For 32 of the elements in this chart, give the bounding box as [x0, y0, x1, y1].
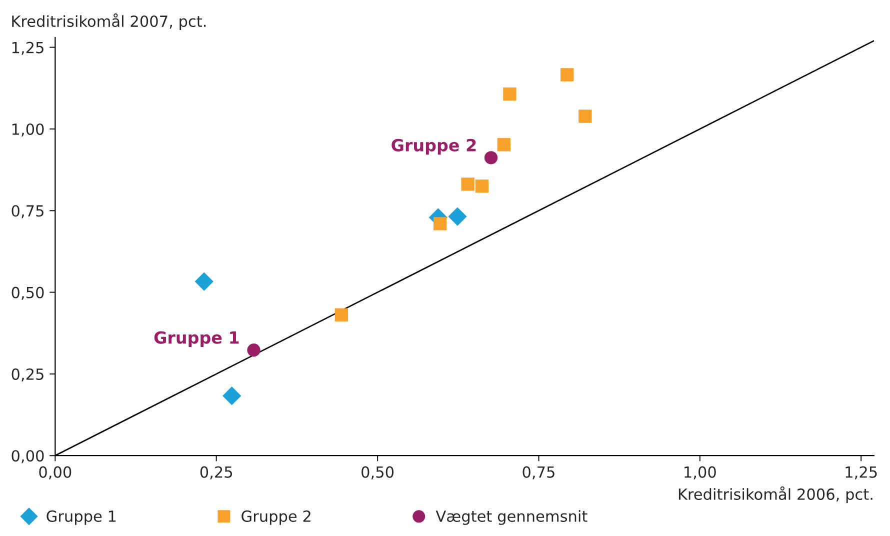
annotation: Gruppe 1: [154, 331, 239, 348]
point: [475, 180, 489, 193]
point: [247, 344, 260, 357]
point: [448, 207, 467, 226]
x-tick-label: 1,00: [684, 466, 716, 480]
y-tick-label: 0,25: [12, 368, 44, 382]
y-tick-label: 0,50: [12, 286, 44, 300]
annotation: Gruppe 2: [392, 138, 476, 155]
point: [334, 308, 348, 322]
point: [194, 272, 214, 291]
point: [578, 110, 592, 123]
y-tick-label: 0,00: [12, 450, 44, 464]
y-tick-label: 0,75: [12, 205, 44, 218]
x-tick-label: 0,75: [522, 466, 554, 480]
y-tick-label: 1,00: [12, 123, 44, 137]
y-tick-label: 1,25: [12, 42, 44, 55]
point: [503, 87, 516, 101]
x-tick-label: 1,25: [846, 466, 877, 480]
legend-label: Gruppe 2: [242, 510, 310, 525]
point: [560, 68, 574, 82]
point: [433, 217, 447, 230]
point: [497, 138, 510, 152]
x-tick-label: 0,25: [200, 466, 232, 480]
y-axis-title: Kreditrisikomål 2007, pct.: [12, 13, 206, 30]
point: [461, 178, 474, 191]
legend-label: Vægtet gennemsnit: [436, 510, 588, 525]
x-axis-title: Kreditrisikomål 2006, pct.: [678, 486, 872, 503]
x-tick-label: 0,50: [362, 466, 394, 480]
x-tick-label: 0,00: [39, 466, 72, 480]
point: [222, 386, 242, 406]
legend-label: Gruppe 1: [46, 510, 116, 525]
point: [484, 151, 498, 164]
